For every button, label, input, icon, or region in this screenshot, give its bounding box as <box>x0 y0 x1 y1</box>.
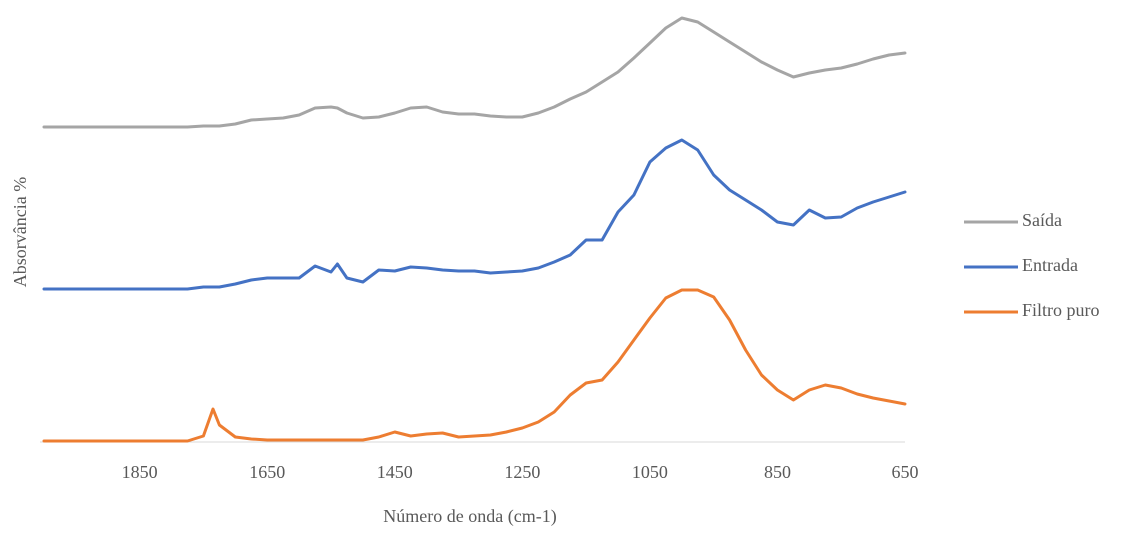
legend-label: Saída <box>1022 210 1062 230</box>
x-tick-label: 1050 <box>632 462 668 482</box>
y-axis-label: Absorvância % <box>10 177 30 287</box>
x-tick-label: 850 <box>764 462 791 482</box>
series-line <box>42 138 907 291</box>
x-tick-label: 1650 <box>249 462 285 482</box>
legend-label: Entrada <box>1022 255 1078 275</box>
series-line <box>42 288 907 443</box>
x-tick-label: 650 <box>892 462 919 482</box>
x-tick-label: 1450 <box>377 462 413 482</box>
x-tick-label: 1250 <box>504 462 540 482</box>
legend-label: Filtro puro <box>1022 300 1100 320</box>
x-axis-label: Número de onda (cm-1) <box>383 506 556 527</box>
x-tick-label: 1850 <box>122 462 158 482</box>
series-line <box>42 16 907 129</box>
